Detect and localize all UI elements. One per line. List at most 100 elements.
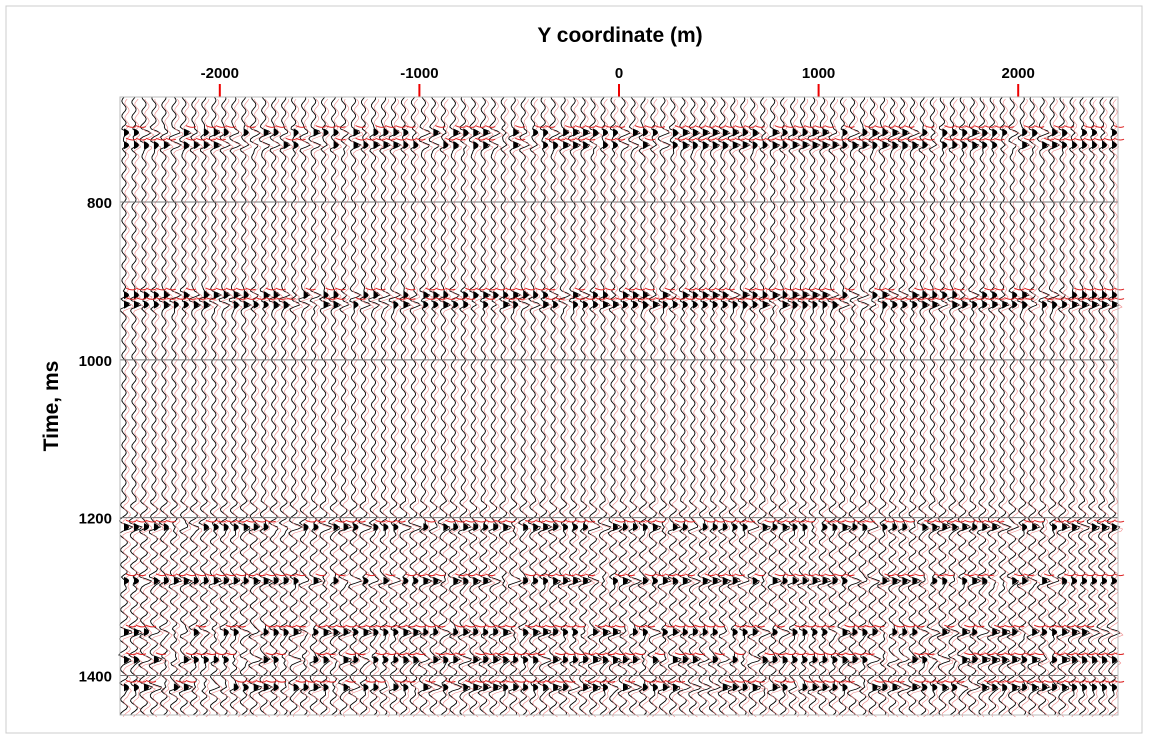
event-lobe [682, 576, 688, 585]
event-lobe [153, 291, 159, 300]
event-lobe-red [884, 287, 895, 291]
event-lobe-red [814, 573, 825, 577]
event-lobe [982, 576, 988, 585]
event-lobe [752, 128, 758, 137]
event-lobe [513, 141, 519, 150]
event-lobe-red [245, 573, 256, 577]
event-lobe-red [784, 573, 795, 577]
event-lobe [722, 291, 728, 300]
event-lobe [133, 576, 139, 585]
trace [168, 96, 183, 716]
event-lobe-red [774, 137, 785, 141]
event-lobe [543, 300, 549, 309]
event-lobe-red [914, 624, 925, 628]
event-lobe [842, 655, 848, 664]
event-lobe [143, 683, 149, 692]
trace [877, 96, 891, 716]
event-lobe-red [624, 652, 636, 656]
event-lobe [233, 576, 239, 585]
event-lobe-red [1063, 652, 1075, 656]
event-lobe-red [415, 652, 426, 656]
trace [348, 96, 363, 716]
event-lobe [1052, 128, 1058, 137]
event-lobe-red [125, 652, 137, 656]
event-lobe-red [894, 679, 905, 683]
event-lobe [193, 300, 199, 309]
event-lobe [912, 291, 918, 300]
event-lobe-red [205, 573, 217, 577]
event-lobe-red [814, 287, 825, 291]
event-lobe-red [1053, 679, 1065, 683]
event-lobe [393, 655, 399, 664]
event-lobe [163, 291, 169, 300]
event-lobe [732, 628, 738, 637]
event-lobe-red [185, 652, 197, 656]
event-lobe [942, 576, 948, 585]
trace [577, 96, 593, 716]
event-lobe-red [654, 297, 666, 300]
event-lobe [962, 655, 968, 664]
event-lobe-red [884, 137, 895, 141]
event-lobe-red [1083, 297, 1095, 300]
event-lobe [792, 291, 798, 300]
event-lobe [952, 291, 958, 300]
event-lobe-red [944, 287, 955, 291]
event-lobe-red [1013, 297, 1025, 300]
event-lobe [623, 291, 628, 300]
event-lobe [483, 141, 489, 150]
event-lobe-red [1073, 573, 1085, 577]
event-lobe-red [1053, 624, 1065, 628]
event-lobe [1062, 128, 1068, 137]
event-lobe-red [904, 125, 915, 128]
event-lobe-red [225, 287, 237, 291]
event-lobe-red [714, 624, 726, 628]
event-lobe [912, 628, 918, 637]
event-lobe-red [914, 652, 925, 656]
event-lobe [1072, 141, 1078, 150]
event-lobe [263, 683, 269, 692]
event-lobe [333, 141, 339, 150]
event-lobe-red [594, 679, 606, 683]
event-lobe [1102, 655, 1108, 664]
event-lobe [892, 628, 898, 637]
event-lobe [253, 523, 259, 532]
event-lobe [133, 683, 139, 692]
event-lobe [483, 576, 489, 585]
event-lobe-red [275, 297, 286, 300]
event-lobe-red [934, 573, 945, 577]
event-lobe-red [1063, 297, 1075, 300]
event-lobe [383, 128, 389, 137]
event-lobe [812, 141, 818, 150]
event-lobe-red [804, 125, 815, 128]
event-lobe [403, 300, 409, 309]
event-lobe-red [245, 679, 256, 683]
event-lobe-red [884, 125, 895, 128]
trace [866, 96, 882, 716]
trace [766, 96, 783, 716]
event-lobe-red [664, 624, 676, 628]
event-lobe [802, 291, 808, 300]
event-lobe-red [295, 125, 306, 128]
event-lobe [463, 576, 469, 585]
event-lobe-red [574, 573, 586, 577]
event-lobe-red [564, 125, 576, 128]
event-lobe-red [754, 137, 765, 141]
event-lobe [403, 128, 409, 137]
event-lobe [353, 141, 359, 150]
event-lobe-red [495, 287, 506, 291]
event-lobe-red [894, 297, 905, 300]
event-lobe [742, 300, 748, 309]
event-lobe-red [295, 573, 306, 577]
event-lobe-red [824, 287, 835, 291]
event-lobe-red [135, 624, 147, 628]
event-lobe [1062, 300, 1068, 309]
event-lobe [363, 628, 369, 637]
trace [707, 96, 723, 716]
event-lobe [742, 128, 748, 137]
event-lobe-red [964, 573, 975, 577]
event-lobe [333, 576, 339, 585]
event-lobe [772, 576, 778, 585]
trace [268, 96, 281, 716]
event-lobe-red [684, 287, 696, 291]
event-lobe-red [714, 652, 726, 656]
